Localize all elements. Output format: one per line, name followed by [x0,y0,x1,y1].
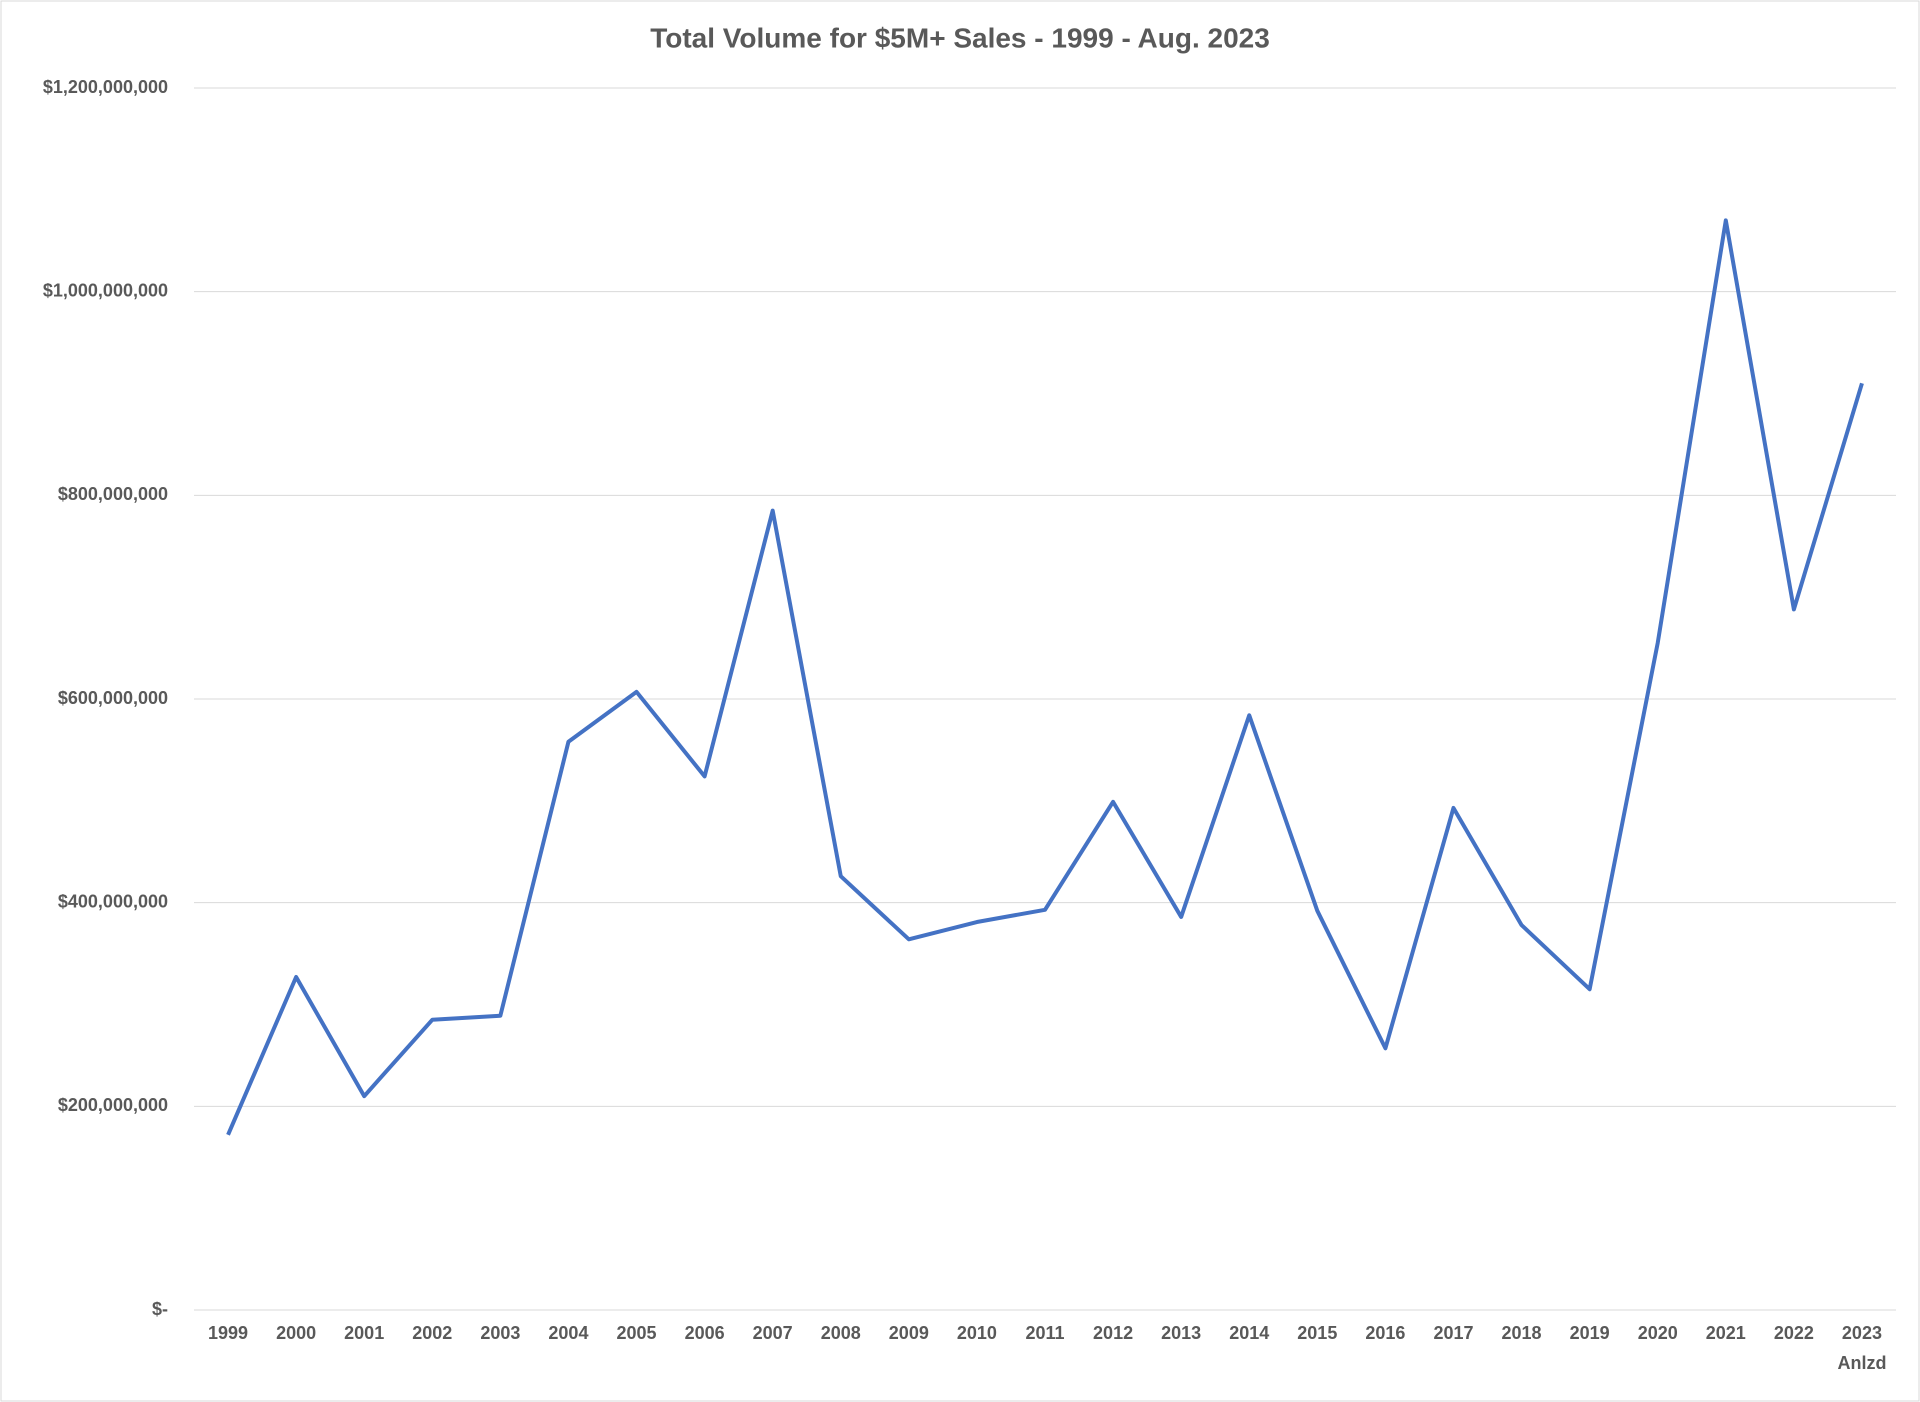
x-tick-label: 2022 [1773,1323,1814,1343]
y-tick-label: $1,000,000,000 [43,280,168,300]
x-tick-label: 2016 [1365,1323,1406,1343]
x-tick-label: 2011 [1025,1323,1065,1343]
x-tick-label: 2013 [1161,1323,1202,1343]
x-tick-label: 2010 [956,1323,997,1343]
y-tick-label: $- [152,1299,168,1319]
x-tick-label: 2015 [1297,1323,1338,1343]
x-tick-label: 2019 [1569,1323,1610,1343]
y-tick-label: $600,000,000 [58,688,168,708]
y-tick-label: $400,000,000 [58,891,168,911]
x-tick-label: 1999 [208,1323,249,1343]
x-tick-label: 2003 [480,1323,521,1343]
x-tick-label: 2007 [752,1323,793,1343]
x-tick-label: 2017 [1433,1323,1474,1343]
x-tick-label: 2021 [1705,1323,1746,1343]
x-tick-label: 2001 [344,1323,385,1343]
y-tick-label: $200,000,000 [58,1095,168,1115]
x-tick-label: 2005 [616,1323,657,1343]
x-tick-label: 2009 [888,1323,929,1343]
x-tick-label: 2023 Anlzd [1837,1323,1887,1373]
x-tick-label: 2002 [412,1323,453,1343]
x-tick-label: 2006 [684,1323,725,1343]
x-tick-label: 2008 [820,1323,861,1343]
x-tick-label: 2012 [1093,1323,1134,1343]
y-tick-label: $800,000,000 [58,484,168,504]
x-tick-label: 2020 [1637,1323,1678,1343]
y-tick-label: $1,200,000,000 [43,77,168,97]
x-tick-label: 2000 [276,1323,317,1343]
chart-title: Total Volume for $5M+ Sales - 1999 - Aug… [650,22,1270,53]
x-tick-label: 2018 [1501,1323,1542,1343]
x-tick-label: 2014 [1229,1323,1270,1343]
x-tick-label: 2004 [548,1323,589,1343]
data-line [226,218,1864,1136]
